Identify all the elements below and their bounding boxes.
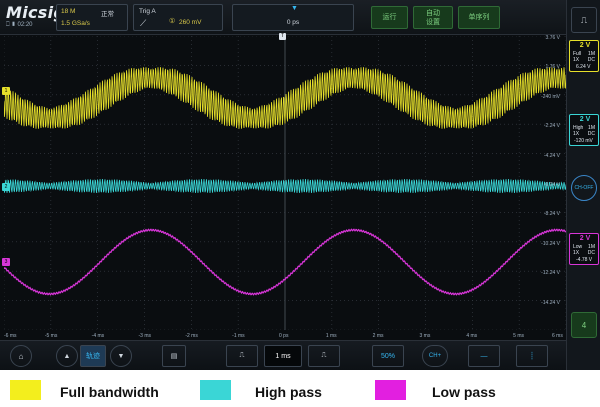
- scroll-up-button[interactable]: ▲: [56, 345, 78, 367]
- waveform-high-pass: [4, 178, 566, 193]
- ch3-offset: -4.78 V: [576, 257, 593, 263]
- x-axis-label: -3 ms: [138, 333, 152, 339]
- channel-4-button[interactable]: 4: [571, 312, 597, 338]
- x-axis-label: -4 ms: [91, 333, 105, 339]
- y-axis-label: 1.76 V: [545, 64, 560, 71]
- legend-swatch-full: [10, 380, 41, 400]
- y-axis-label: -14.24 V: [541, 299, 560, 306]
- trigger-level: 260 mV: [179, 19, 202, 26]
- sample-rate: 1.5 GSa/s: [61, 20, 90, 27]
- trigger-box[interactable]: Trig A ⟋ ① 260 mV: [133, 4, 223, 31]
- ch2-ground-marker[interactable]: 2: [2, 183, 10, 191]
- run-state: 正常: [101, 11, 114, 18]
- ch3-scale: 2 V: [579, 235, 591, 242]
- scroll-down-button[interactable]: ▼: [110, 345, 132, 367]
- legend-label-low: Low pass: [432, 384, 496, 400]
- rising-edge-icon: ⟋: [140, 18, 147, 28]
- ch2-probe: 1X: [573, 131, 580, 137]
- add-channel-button[interactable]: CH+: [422, 345, 448, 367]
- memory-depth: 18 M: [61, 8, 76, 15]
- channel-off-button[interactable]: CH-OFF: [571, 175, 597, 201]
- y-axis-label: -2.24 V: [543, 123, 560, 130]
- status-indicator: ⎕ ▮ 02:20: [6, 22, 33, 28]
- timebase-increase-icon[interactable]: ⎍: [308, 345, 340, 367]
- x-axis-label: -1 ms: [232, 333, 245, 339]
- y-axis-label: 3.76 V: [545, 35, 560, 41]
- ch3-probe: 1X: [573, 250, 580, 256]
- ch1-offset: 6.24 V: [576, 64, 591, 70]
- single-sequence-button[interactable]: 单序列: [458, 6, 500, 29]
- bottom-bar: ⌂ ▲ 轨迹 ▼ ▤ ⎍ 1 ms ⎍ 50% CH+ — ┊: [0, 340, 566, 370]
- x-axis-label: 3 ms: [419, 333, 431, 339]
- ch2-scale: 2 V: [579, 116, 591, 123]
- y-axis-label: -6.24 V: [543, 182, 560, 188]
- right-panel: ⎍ 2 V Full 1M 1X DC 6.24 V 2 V High 1M 1…: [566, 0, 600, 370]
- y-axis-label: -240 mV: [541, 93, 560, 100]
- legend: Full bandwidth High pass Low pass: [0, 370, 600, 407]
- x-axis-label: 5 ms: [513, 333, 524, 339]
- scope-screen: Micsig ⎕ ▮ 02:20 18 M 正常 1.5 GSa/s Trig …: [0, 0, 600, 370]
- ch3-ground-marker[interactable]: 3: [2, 258, 10, 266]
- trigger-title: Trig A: [139, 8, 156, 15]
- waveform-grid[interactable]: [4, 36, 566, 330]
- trigger-position-marker-icon: ▼: [291, 5, 298, 12]
- ch3-coupling: DC: [587, 250, 595, 256]
- x-axis-label: 6 ms: [552, 333, 563, 339]
- x-axis-label: -5 ms: [44, 333, 58, 339]
- x-axis-label: -6 ms: [4, 333, 17, 339]
- trigger-source-icon: ①: [169, 18, 176, 25]
- ch3-bandwidth: Low: [573, 244, 583, 250]
- waveform-low-pass: [4, 228, 566, 296]
- brand-logo: Micsig: [6, 3, 66, 22]
- y-axis-label: -10.24 V: [541, 240, 560, 247]
- document-icon[interactable]: ▤: [162, 345, 186, 367]
- x-axis-label: -2 ms: [185, 333, 198, 339]
- ch2-impedance: 1M: [588, 125, 595, 131]
- x-axis-label: 0 ps: [279, 333, 289, 339]
- ch3-impedance: 1M: [588, 244, 595, 250]
- legend-swatch-high: [200, 380, 231, 400]
- ch1-impedance: 1M: [588, 51, 595, 57]
- horizontal-cursor-icon[interactable]: —: [468, 345, 500, 367]
- time-offset-box[interactable]: ▼ 0 ps: [232, 4, 354, 31]
- x-axis-label: 2 ms: [372, 333, 384, 339]
- trigger-time-marker-icon[interactable]: T: [279, 33, 286, 40]
- ch1-scale: 2 V: [579, 42, 591, 49]
- home-icon[interactable]: ⌂: [10, 345, 32, 367]
- y-axis-label: -12.24 V: [541, 270, 560, 277]
- ch2-offset: -120 mV: [574, 138, 593, 144]
- timebase-value[interactable]: 1 ms: [264, 345, 302, 367]
- time-offset: 0 ps: [286, 19, 300, 26]
- ch1-ground-marker[interactable]: 1: [2, 87, 10, 95]
- ch1-probe: 1X: [573, 57, 580, 63]
- ch1-coupling: DC: [587, 57, 595, 63]
- pulse-icon[interactable]: ⎍: [571, 7, 597, 33]
- x-axis-label: 1 ms: [325, 333, 337, 339]
- ch1-card[interactable]: 2 V Full 1M 1X DC 6.24 V: [569, 40, 599, 72]
- ch2-coupling: DC: [587, 131, 595, 137]
- auto-setup-button[interactable]: 自动 设置: [413, 6, 453, 29]
- top-bar: Micsig ⎕ ▮ 02:20 18 M 正常 1.5 GSa/s Trig …: [0, 0, 600, 35]
- ch2-card[interactable]: 2 V High 1M 1X DC -120 mV: [569, 114, 599, 146]
- run-button[interactable]: 运行: [371, 6, 408, 29]
- waveform-full-bandwidth: [4, 67, 566, 129]
- ch3-card[interactable]: 2 V Low 1M 1X DC -4.78 V: [569, 233, 599, 265]
- legend-label-high: High pass: [255, 384, 322, 400]
- vertical-cursor-icon[interactable]: ┊: [516, 345, 548, 367]
- x-axis-label: 4 ms: [466, 333, 478, 339]
- ch2-bandwidth: High: [573, 125, 584, 131]
- timebase-decrease-icon[interactable]: ⎍: [226, 345, 258, 367]
- legend-swatch-low: [375, 380, 406, 400]
- y-axis-label: -4.24 V: [543, 152, 560, 159]
- ch1-bandwidth: Full: [573, 51, 582, 57]
- y-axis-label: -8.24 V: [543, 211, 560, 218]
- trigger-50-percent-button[interactable]: 50%: [372, 345, 404, 367]
- acquisition-box[interactable]: 18 M 正常 1.5 GSa/s: [56, 4, 128, 31]
- legend-label-full: Full bandwidth: [60, 384, 159, 400]
- mode-button[interactable]: 轨迹: [80, 345, 106, 367]
